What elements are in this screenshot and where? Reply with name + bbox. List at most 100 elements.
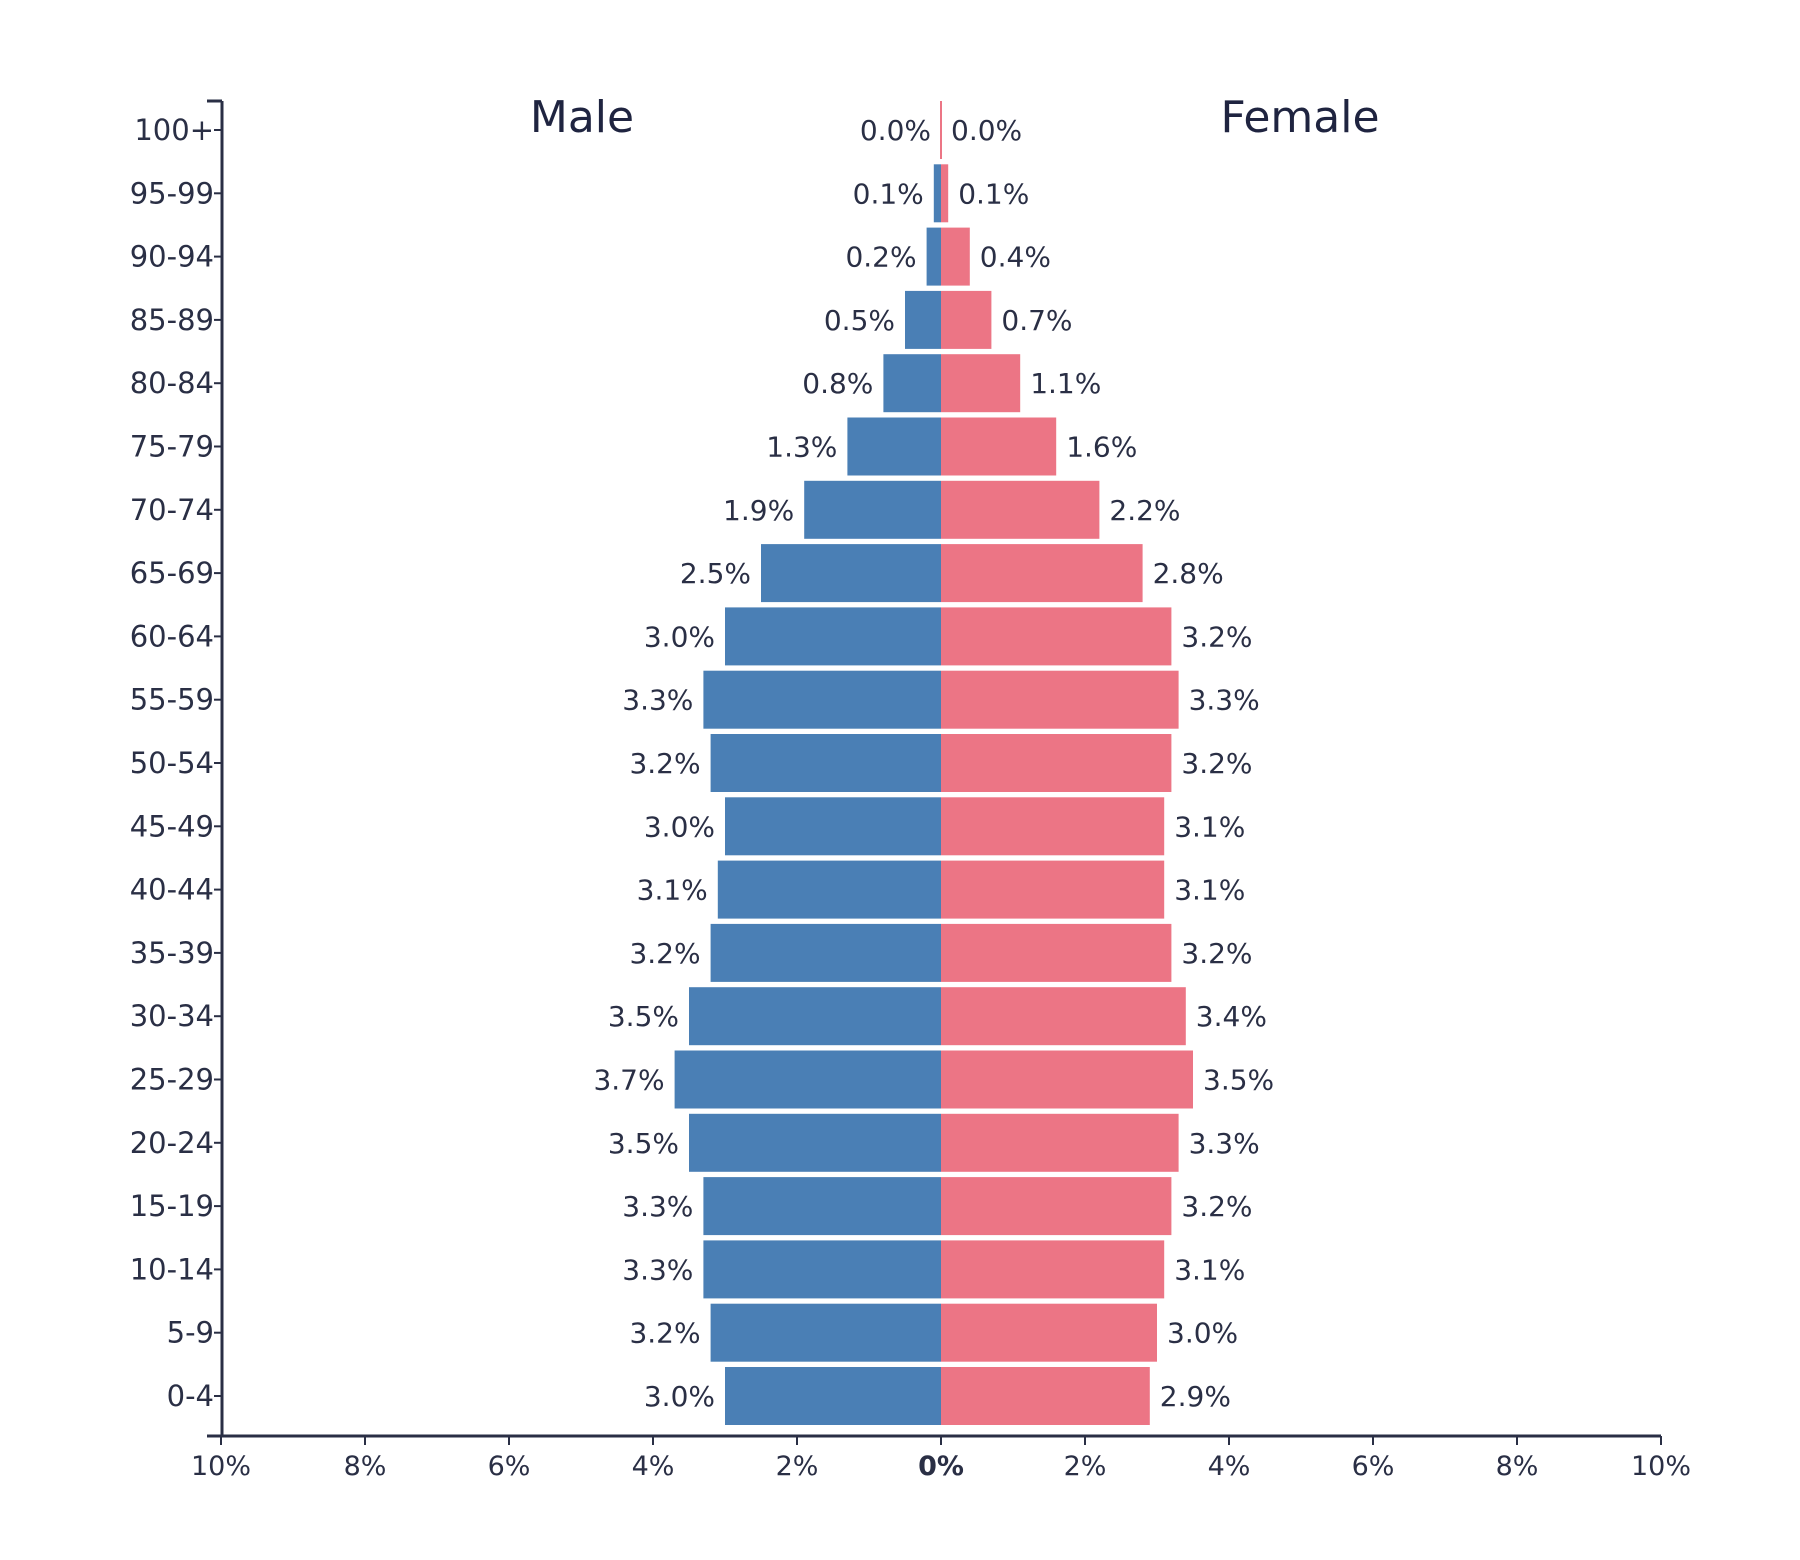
female-bar-80-84 xyxy=(941,354,1021,413)
x-tick-label: 10% xyxy=(1631,1451,1691,1482)
female-value-label: 2.9% xyxy=(1160,1380,1231,1413)
male-bar-15-19 xyxy=(703,1177,941,1236)
male-title: Male xyxy=(530,92,634,143)
female-title: Female xyxy=(1220,92,1379,143)
age-group-label: 15-19 xyxy=(130,1189,214,1223)
x-tick-label: 8% xyxy=(1496,1451,1539,1482)
male-bar-35-39 xyxy=(710,923,941,982)
female-value-label: 1.6% xyxy=(1066,431,1137,464)
male-value-label: 3.0% xyxy=(644,810,715,843)
male-value-label: 0.0% xyxy=(860,114,931,147)
female-bar-45-49 xyxy=(941,797,1165,856)
female-value-label: 2.8% xyxy=(1153,557,1224,590)
female-value-label: 3.2% xyxy=(1181,1190,1252,1223)
female-bar-15-19 xyxy=(941,1177,1172,1236)
male-bar-40-44 xyxy=(717,860,941,919)
value-labels-group: 0.0% 0.0% 100+ 0.1% 0.1% 95-99 0.2% 0.4% 90-94 0.… xyxy=(130,113,1274,1413)
age-group-label: 65-69 xyxy=(130,556,214,590)
male-bar-25-29 xyxy=(674,1050,941,1109)
age-group-label: 30-34 xyxy=(130,999,214,1033)
female-value-label: 0.4% xyxy=(980,241,1051,274)
male-bar-30-34 xyxy=(689,987,941,1046)
female-bar-50-54 xyxy=(941,734,1172,792)
male-bar-75-79 xyxy=(847,417,941,476)
male-bar-70-74 xyxy=(804,480,941,539)
x-tick-label: 8% xyxy=(344,1451,387,1482)
female-value-label: 3.2% xyxy=(1181,747,1252,780)
male-value-label: 0.8% xyxy=(802,367,873,400)
female-bar-90-94 xyxy=(941,227,970,286)
female-value-label: 3.2% xyxy=(1181,937,1252,970)
age-group-label: 35-39 xyxy=(130,936,214,970)
male-bar-5-9 xyxy=(710,1303,941,1362)
age-group-label: 60-64 xyxy=(130,619,214,653)
male-value-label: 3.7% xyxy=(593,1064,664,1097)
male-value-label: 3.3% xyxy=(622,1190,693,1223)
age-group-label: 45-49 xyxy=(130,809,214,843)
female-value-label: 3.5% xyxy=(1203,1064,1274,1097)
male-value-label: 0.5% xyxy=(824,304,895,337)
age-group-label: 70-74 xyxy=(130,493,214,527)
female-bar-65-69 xyxy=(941,544,1143,603)
age-group-label: 10-14 xyxy=(130,1252,214,1286)
female-value-label: 3.0% xyxy=(1167,1317,1238,1350)
male-bar-60-64 xyxy=(725,607,941,666)
female-value-label: 3.2% xyxy=(1181,620,1252,653)
male-bar-85-89 xyxy=(905,290,941,349)
x-tick-label: 2% xyxy=(1064,1451,1107,1482)
male-bar-90-94 xyxy=(926,227,941,286)
male-bar-55-59 xyxy=(703,670,941,729)
female-bar-10-14 xyxy=(941,1240,1165,1299)
axes-group: 10% 8% 6% 4% 2% 0% 2% 4% 6% 8% 10% xyxy=(191,99,1691,1482)
age-group-label: 25-29 xyxy=(130,1063,214,1097)
female-bar-0-4 xyxy=(941,1367,1150,1425)
bars-group xyxy=(674,101,1193,1425)
male-bar-45-49 xyxy=(725,797,941,856)
male-value-label: 3.5% xyxy=(608,1127,679,1160)
age-group-label: 75-79 xyxy=(130,430,214,464)
male-value-label: 3.5% xyxy=(608,1000,679,1033)
female-bar-40-44 xyxy=(941,860,1165,919)
male-value-label: 3.2% xyxy=(629,937,700,970)
female-bar-85-89 xyxy=(941,290,992,349)
female-value-label: 3.1% xyxy=(1174,1253,1245,1286)
male-value-label: 0.2% xyxy=(845,241,916,274)
x-tick-label: 2% xyxy=(776,1451,819,1482)
female-bar-5-9 xyxy=(941,1303,1157,1362)
female-value-label: 2.2% xyxy=(1109,494,1180,527)
female-value-label: 0.0% xyxy=(951,114,1022,147)
male-value-label: 3.2% xyxy=(629,747,700,780)
male-bar-20-24 xyxy=(689,1113,941,1172)
x-tick-label: 6% xyxy=(488,1451,531,1482)
male-value-label: 3.0% xyxy=(644,1380,715,1413)
age-group-label: 100+ xyxy=(134,113,214,147)
age-group-label: 0-4 xyxy=(167,1379,214,1413)
male-value-label: 3.0% xyxy=(644,620,715,653)
x-tick-label: 4% xyxy=(632,1451,675,1482)
age-group-label: 80-84 xyxy=(130,366,214,400)
male-value-label: 0.1% xyxy=(853,177,924,210)
male-value-label: 1.9% xyxy=(723,494,794,527)
male-value-label: 3.3% xyxy=(622,684,693,717)
male-bar-0-4 xyxy=(725,1367,941,1425)
female-bar-70-74 xyxy=(941,480,1100,539)
female-bar-60-64 xyxy=(941,607,1172,666)
male-value-label: 2.5% xyxy=(680,557,751,590)
female-value-label: 3.3% xyxy=(1189,1127,1260,1160)
female-value-label: 3.1% xyxy=(1174,810,1245,843)
female-value-label: 3.1% xyxy=(1174,874,1245,907)
age-group-label: 20-24 xyxy=(130,1126,214,1160)
female-value-label: 3.3% xyxy=(1189,684,1260,717)
female-value-label: 3.4% xyxy=(1196,1000,1267,1033)
age-group-label: 40-44 xyxy=(130,873,214,907)
male-bar-10-14 xyxy=(703,1240,941,1299)
age-group-label: 55-59 xyxy=(130,683,214,717)
male-bar-50-54 xyxy=(710,734,941,792)
age-group-label: 50-54 xyxy=(130,746,214,780)
age-group-label: 95-99 xyxy=(130,176,214,210)
male-value-label: 3.2% xyxy=(629,1317,700,1350)
x-tick-label: 6% xyxy=(1352,1451,1395,1482)
male-value-label: 1.3% xyxy=(766,431,837,464)
age-group-label: 5-9 xyxy=(167,1316,214,1350)
